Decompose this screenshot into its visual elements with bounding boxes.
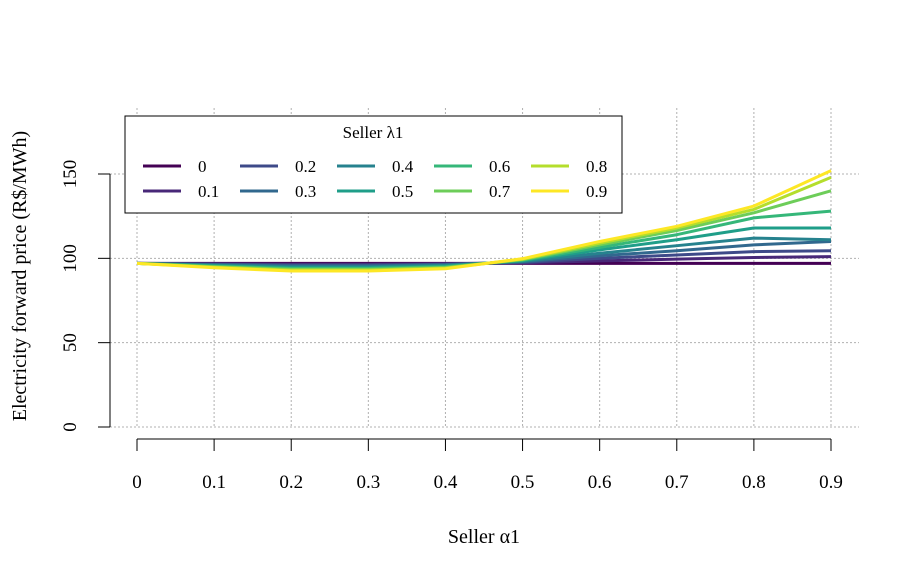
legend-label: 0.4 [392, 157, 414, 176]
legend-label: 0.2 [295, 157, 316, 176]
y-axis-ticks: 0 50 100 150 [60, 160, 110, 432]
y-axis-title: Electricity forward price (R$/MWh) [9, 131, 31, 421]
axes: 0 50 100 150 0 0.1 0.2 0.3 0.4 0.5 0.6 0.7 0.8 0.9 [60, 160, 843, 493]
x-tick-label: 0.7 [665, 472, 689, 493]
legend-label: 0.1 [198, 182, 219, 201]
x-tick-label: 0.2 [279, 472, 303, 493]
x-tick-label: 0.1 [202, 472, 226, 493]
series-line-0-9 [136, 169, 832, 273]
legend-label: 0 [198, 157, 207, 176]
legend-label: 0.6 [489, 157, 510, 176]
legend-label: 0.5 [392, 182, 413, 201]
x-tick-label: 0.5 [511, 472, 535, 493]
y-tick-label: 100 [60, 244, 81, 273]
x-axis-ticks: 0 0.1 0.2 0.3 0.4 0.5 0.6 0.7 0.8 0.9 [132, 439, 843, 493]
x-tick-label: 0.4 [434, 472, 458, 493]
x-tick-label: 0.8 [742, 472, 766, 493]
x-axis-title: Seller α1 [448, 526, 520, 548]
legend-label: 0.8 [586, 157, 607, 176]
y-tick-label: 0 [60, 422, 81, 432]
x-tick-label: 0.9 [819, 472, 843, 493]
x-tick-label: 0.3 [356, 472, 380, 493]
legend-title: Seller λ1 [343, 123, 404, 142]
y-tick-label: 50 [60, 333, 81, 352]
legend: Seller λ1 0 0.1 0.2 0.3 0.4 0.5 0.6 0.7 0.8 0.9 [124, 115, 623, 214]
legend-label: 0.3 [295, 182, 316, 201]
legend-items: 0 0.1 0.2 0.3 0.4 0.5 0.6 0.7 0.8 0.9 [143, 157, 607, 201]
x-tick-label: 0 [132, 472, 142, 493]
legend-label: 0.9 [586, 182, 607, 201]
legend-label: 0.7 [489, 182, 511, 201]
y-tick-label: 150 [60, 160, 81, 189]
series-lines [136, 169, 832, 273]
x-tick-label: 0.6 [588, 472, 612, 493]
